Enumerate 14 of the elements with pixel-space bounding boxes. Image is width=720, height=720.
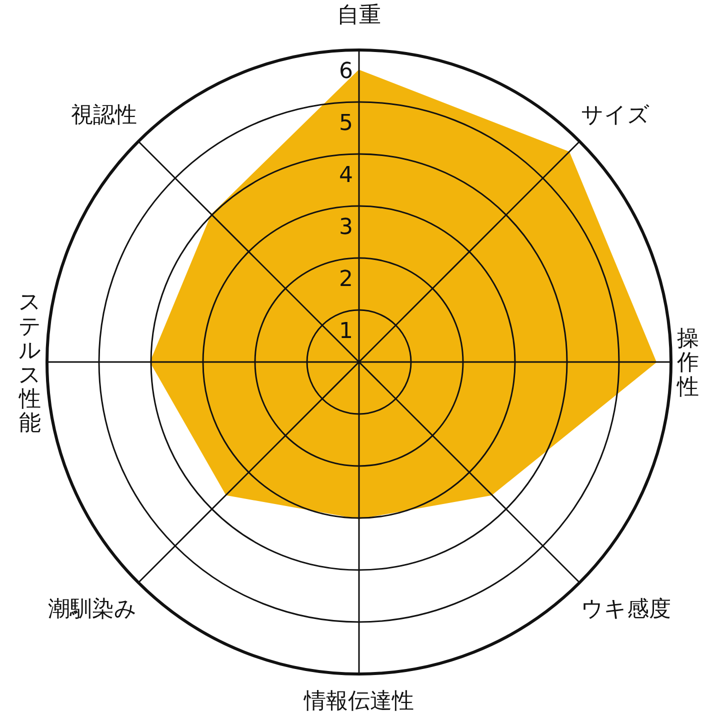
y-tick-label: 6 bbox=[339, 59, 353, 84]
y-tick-label: 3 bbox=[339, 215, 353, 240]
y-tick-label: 4 bbox=[339, 163, 353, 188]
spoke-label: 操作性 bbox=[676, 326, 699, 400]
spoke-label: 潮馴染み bbox=[48, 597, 137, 622]
spoke-label: ステルス性能 bbox=[18, 290, 42, 436]
spoke-label: 視認性 bbox=[70, 102, 137, 128]
spoke-label: サイズ bbox=[581, 102, 650, 128]
spoke-label: 自重 bbox=[337, 3, 381, 28]
y-tick-label: 1 bbox=[339, 319, 353, 344]
spoke-label: 情報伝達性 bbox=[303, 689, 414, 714]
spoke-label: ウキ感度 bbox=[581, 597, 672, 622]
y-tick-label: 2 bbox=[339, 267, 353, 292]
y-tick-label: 5 bbox=[339, 111, 353, 136]
